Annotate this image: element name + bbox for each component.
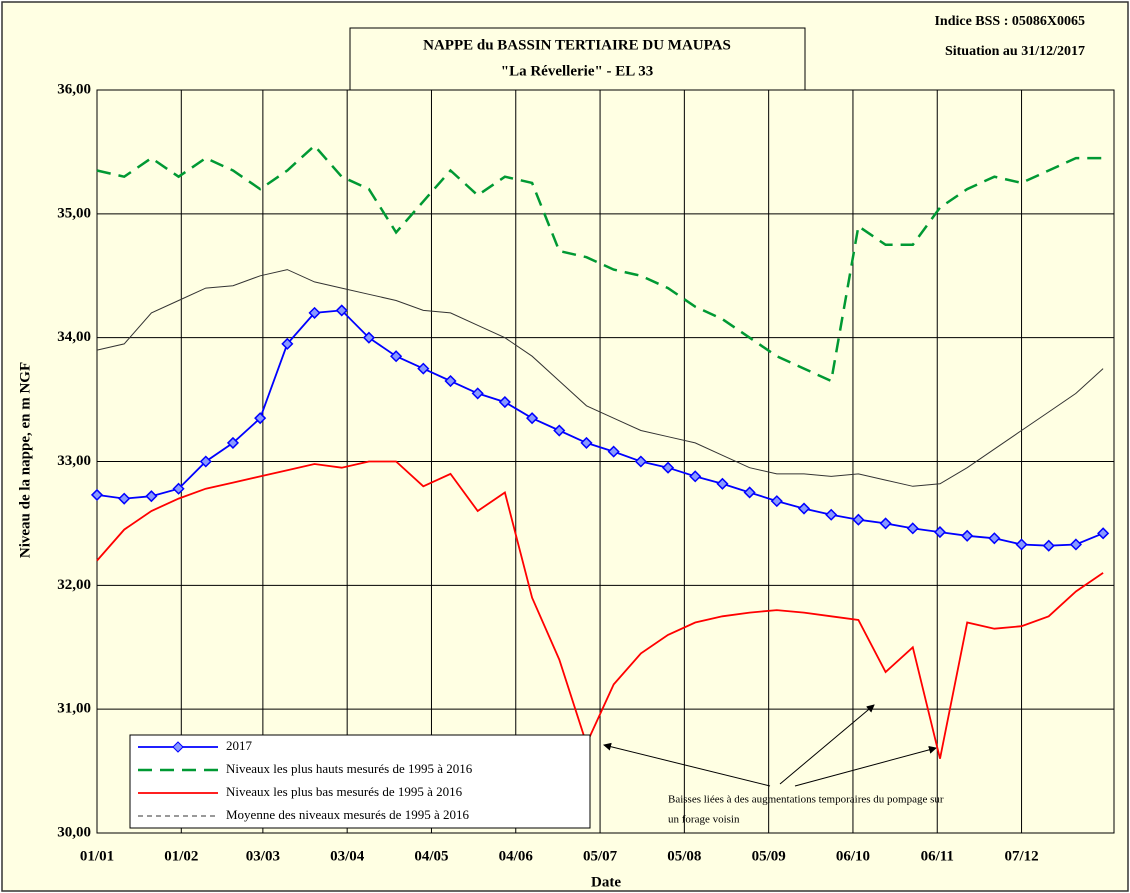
data-point: [553, 424, 566, 437]
legend-marker: [172, 741, 184, 753]
x-tick-label: 03/04: [330, 848, 365, 864]
legend-label: Moyenne des niveaux mesurés de 1995 à 20…: [226, 807, 469, 822]
data-point: [390, 350, 403, 363]
legend-label: Niveaux les plus hauts mesurés de 1995 à…: [226, 761, 473, 776]
x-tick-label: 04/05: [414, 848, 448, 864]
data-point: [90, 488, 104, 501]
x-tick-label: 01/02: [164, 848, 198, 864]
data-point: [852, 513, 865, 526]
x-tick-label: 06/10: [836, 848, 870, 864]
data-point: [281, 337, 294, 350]
chart-title: NAPPE du BASSIN TERTIAIRE DU MAUPAS: [423, 37, 731, 53]
annotation: Baisses liées à des augmentations tempor…: [668, 794, 944, 806]
y-tick-label: 32,00: [57, 577, 91, 593]
legend-box: [129, 734, 591, 829]
data-point: [797, 502, 811, 515]
data-point: [362, 331, 375, 344]
data-point: [988, 532, 1001, 545]
data-point: [417, 362, 430, 375]
data-point: [661, 461, 675, 474]
data-point: [634, 455, 647, 468]
data-point: [254, 412, 267, 425]
data-point: [1097, 527, 1110, 540]
data-point: [444, 374, 457, 388]
data-point: [526, 412, 539, 425]
data-point: [716, 477, 729, 490]
legend-label: 2017: [226, 738, 253, 753]
x-tick-label: 06/11: [921, 848, 954, 864]
x-tick-label: 05/08: [667, 848, 701, 864]
data-point: [1015, 538, 1028, 551]
data-point: [961, 529, 974, 542]
data-point: [825, 508, 838, 521]
data-point: [471, 387, 484, 400]
x-tick-label: 05/07: [583, 848, 618, 864]
data-point: [118, 492, 131, 505]
x-tick-label: 05/09: [752, 848, 786, 864]
chart-subtitle: "La Révellerie" - EL 33: [501, 63, 653, 79]
data-point: [933, 526, 947, 539]
x-axis-label: Date: [591, 874, 621, 890]
arrow: [779, 704, 875, 785]
series-line: [96, 460, 1104, 759]
data-point: [308, 306, 321, 319]
y-tick-label: 36,00: [57, 81, 91, 97]
data-point: [770, 495, 783, 508]
series-line: [96, 143, 1104, 383]
legend-label: Niveaux les plus bas mesurés de 1995 à 2…: [226, 784, 463, 799]
data-point: [879, 517, 892, 530]
info: Indice BSS : 05086X0065: [934, 14, 1085, 29]
x-tick-label: 04/06: [499, 848, 534, 864]
data-point: [743, 486, 756, 499]
arrow: [794, 745, 937, 787]
title-box: [349, 27, 806, 91]
data-point: [172, 482, 185, 495]
data-point: [1069, 538, 1082, 551]
data-point: [199, 455, 212, 468]
data-point: [580, 436, 593, 449]
y-tick-label: 33,00: [57, 453, 91, 469]
data-point: [145, 490, 158, 503]
x-tick-label: 01/01: [80, 848, 114, 864]
data-point: [689, 470, 702, 483]
y-tick-label: 30,00: [57, 824, 91, 840]
data-point: [498, 395, 511, 409]
info: Situation au 31/12/2017: [945, 44, 1085, 59]
y-tick-label: 31,00: [57, 701, 91, 717]
y-axis-label: Niveau de la nappe, en m NGF: [17, 362, 33, 558]
data-point: [607, 445, 620, 458]
data-point: [906, 522, 919, 535]
data-point: [1042, 539, 1055, 552]
x-tick-label: 03/03: [246, 848, 280, 864]
annotation: un forage voisin: [668, 814, 740, 826]
x-tick-label: 07/12: [1004, 848, 1038, 864]
y-tick-label: 35,00: [57, 205, 91, 221]
data-point: [226, 436, 240, 449]
series-line: [96, 269, 1104, 487]
data-point: [335, 304, 348, 317]
y-tick-label: 34,00: [57, 329, 91, 345]
arrow: [603, 742, 771, 787]
